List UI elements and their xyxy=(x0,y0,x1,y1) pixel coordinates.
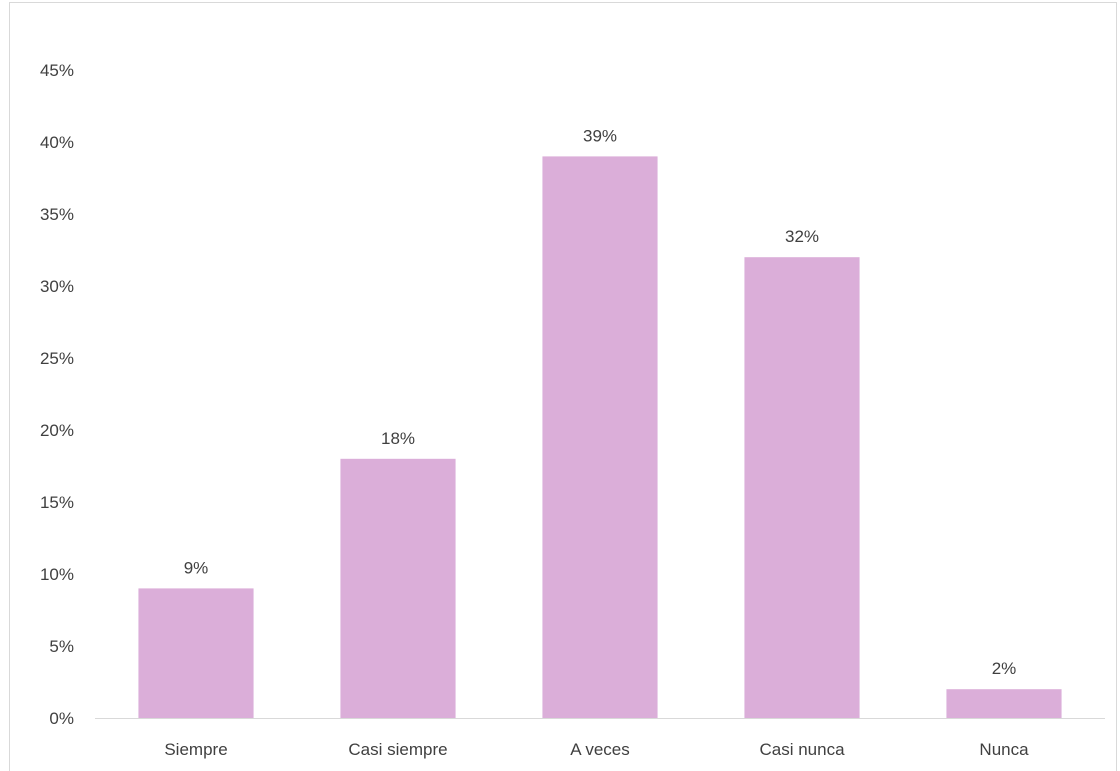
data-label: 39% xyxy=(583,126,617,145)
data-label: 18% xyxy=(381,429,415,448)
y-tick-label: 20% xyxy=(40,421,74,440)
data-label: 9% xyxy=(184,558,209,577)
bar xyxy=(744,257,860,718)
y-tick-label: 10% xyxy=(40,565,74,584)
bar xyxy=(542,156,658,718)
bar xyxy=(138,588,254,718)
data-label: 2% xyxy=(992,659,1017,678)
bar xyxy=(946,689,1062,718)
y-tick-label: 40% xyxy=(40,133,74,152)
y-tick-label: 30% xyxy=(40,277,74,296)
y-tick-label: 0% xyxy=(49,709,74,728)
chart-frame xyxy=(9,2,1117,771)
x-tick-label: A veces xyxy=(570,740,630,759)
y-tick-label: 35% xyxy=(40,205,74,224)
y-tick-label: 5% xyxy=(49,637,74,656)
y-tick-label: 45% xyxy=(40,61,74,80)
data-labels: 9% 18% 39% 32% 2% xyxy=(184,126,1017,678)
data-label: 32% xyxy=(785,227,819,246)
y-axis-ticks: 0% 5% 10% 15% 20% 25% 30% 35% 40% 45% xyxy=(40,61,74,728)
x-tick-label: Nunca xyxy=(979,740,1029,759)
y-tick-label: 25% xyxy=(40,349,74,368)
x-tick-label: Casi nunca xyxy=(759,740,845,759)
x-axis-ticks: Siempre Casi siempre A veces Casi nunca Nunc… xyxy=(164,740,1029,759)
x-tick-label: Casi siempre xyxy=(348,740,447,759)
y-tick-label: 15% xyxy=(40,493,74,512)
bars xyxy=(138,156,1062,718)
x-tick-label: Siempre xyxy=(164,740,227,759)
bar xyxy=(340,458,456,718)
